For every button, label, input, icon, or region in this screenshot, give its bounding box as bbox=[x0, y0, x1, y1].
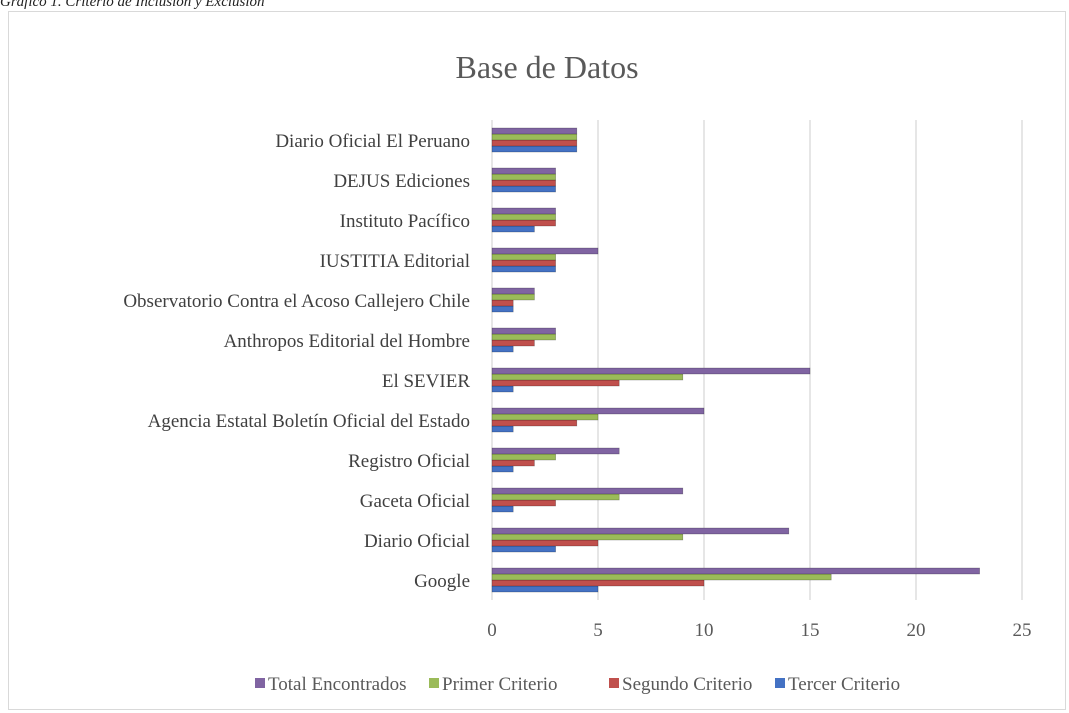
bar-tercer-criterio-instituto-pacifico bbox=[491, 225, 535, 233]
bar-tercer-criterio-iustitia-editorial bbox=[491, 265, 556, 273]
bar-primer-criterio-registro-oficial bbox=[491, 453, 556, 461]
bar-primer-criterio-anthropos-editorial-del-hombre bbox=[491, 333, 556, 341]
chart-frame bbox=[8, 11, 1066, 710]
bar-total-encontrados-iustitia-editorial bbox=[491, 247, 599, 255]
bar-segundo-criterio-registro-oficial bbox=[491, 459, 535, 467]
bar-tercer-criterio-registro-oficial bbox=[491, 465, 514, 473]
legend-swatch-primer-criterio bbox=[429, 678, 439, 688]
legend-swatch-total-encontrados bbox=[255, 678, 265, 688]
bar-segundo-criterio-dejus-ediciones bbox=[491, 179, 556, 187]
category-label: Diario Oficial bbox=[364, 531, 470, 552]
legend-label-tercer-criterio: Tercer Criterio bbox=[788, 674, 900, 695]
bar-primer-criterio-agencia-estatal-boletin-oficial-del-estado bbox=[491, 413, 599, 421]
bar-primer-criterio-el-sevier bbox=[491, 373, 684, 381]
x-tick-label: 5 bbox=[593, 620, 603, 641]
bar-segundo-criterio-iustitia-editorial bbox=[491, 259, 556, 267]
x-tick-label: 25 bbox=[1013, 620, 1032, 641]
bar-segundo-criterio-instituto-pacifico bbox=[491, 219, 556, 227]
bar-primer-criterio-dejus-ediciones bbox=[491, 173, 556, 181]
bar-segundo-criterio-anthropos-editorial-del-hombre bbox=[491, 339, 535, 347]
legend-label-primer-criterio: Primer Criterio bbox=[442, 674, 558, 695]
bar-total-encontrados-dejus-ediciones bbox=[491, 167, 556, 175]
bar-tercer-criterio-gaceta-oficial bbox=[491, 505, 514, 513]
category-label: Anthropos Editorial del Hombre bbox=[224, 331, 470, 352]
bar-segundo-criterio-gaceta-oficial bbox=[491, 499, 556, 507]
bar-primer-criterio-diario-oficial-el-peruano bbox=[491, 133, 578, 141]
category-label: El SEVIER bbox=[382, 371, 470, 392]
category-label: Gaceta Oficial bbox=[360, 491, 470, 512]
bar-total-encontrados-el-sevier bbox=[491, 367, 811, 375]
x-tick-labels: 0 5 10 15 20 25 bbox=[487, 620, 1031, 641]
category-labels: Google Diario Oficial Gaceta Oficial Regist… bbox=[123, 131, 470, 592]
bar-primer-criterio-iustitia-editorial bbox=[491, 253, 556, 261]
category-label: Registro Oficial bbox=[348, 451, 470, 472]
bar-primer-criterio-google bbox=[491, 573, 832, 581]
bar-total-encontrados-diario-oficial-el-peruano bbox=[491, 127, 578, 135]
chart-title: Base de Datos bbox=[455, 49, 638, 85]
category-label: Instituto Pacífico bbox=[340, 211, 470, 232]
bars bbox=[491, 127, 980, 593]
x-tick-label: 0 bbox=[487, 620, 497, 641]
legend-swatch-tercer-criterio bbox=[775, 678, 785, 688]
category-label: Diario Oficial El Peruano bbox=[275, 131, 470, 152]
category-label: Observatorio Contra el Acoso Callejero C… bbox=[123, 291, 470, 312]
bar-primer-criterio-instituto-pacifico bbox=[491, 213, 556, 221]
grid-lines bbox=[491, 120, 1023, 600]
bar-tercer-criterio-agencia-estatal-boletin-oficial-del-estado bbox=[491, 425, 514, 433]
bar-segundo-criterio-observatorio-contra-el-acoso-callejero-chile bbox=[491, 299, 514, 307]
category-label: IUSTITIA Editorial bbox=[320, 251, 470, 272]
x-tick-label: 20 bbox=[907, 620, 926, 641]
bar-tercer-criterio-google bbox=[491, 585, 599, 593]
bar-total-encontrados-agencia-estatal-boletin-oficial-del-estado bbox=[491, 407, 705, 415]
category-label: DEJUS Ediciones bbox=[333, 171, 470, 192]
bar-tercer-criterio-observatorio-contra-el-acoso-callejero-chile bbox=[491, 305, 514, 313]
x-tick-label: 10 bbox=[695, 620, 714, 641]
bar-segundo-criterio-google bbox=[491, 579, 705, 587]
bar-total-encontrados-gaceta-oficial bbox=[491, 487, 684, 495]
bar-tercer-criterio-anthropos-editorial-del-hombre bbox=[491, 345, 514, 353]
bar-primer-criterio-diario-oficial bbox=[491, 533, 684, 541]
bar-primer-criterio-observatorio-contra-el-acoso-callejero-chile bbox=[491, 293, 535, 301]
bar-total-encontrados-observatorio-contra-el-acoso-callejero-chile bbox=[491, 287, 535, 295]
bar-total-encontrados-instituto-pacifico bbox=[491, 207, 556, 215]
bar-total-encontrados-anthropos-editorial-del-hombre bbox=[491, 327, 556, 335]
bar-total-encontrados-google bbox=[491, 567, 980, 575]
bar-segundo-criterio-diario-oficial-el-peruano bbox=[491, 139, 578, 147]
bar-primer-criterio-gaceta-oficial bbox=[491, 493, 620, 501]
legend-label-segundo-criterio: Segundo Criterio bbox=[622, 674, 752, 695]
legend: Total Encontrados Primer Criterio Segundo … bbox=[255, 674, 900, 695]
category-label: Google bbox=[414, 571, 470, 592]
bar-segundo-criterio-el-sevier bbox=[491, 379, 620, 387]
bar-segundo-criterio-diario-oficial bbox=[491, 539, 599, 547]
bar-tercer-criterio-dejus-ediciones bbox=[491, 185, 556, 193]
bar-segundo-criterio-agencia-estatal-boletin-oficial-del-estado bbox=[491, 419, 578, 427]
bar-tercer-criterio-diario-oficial bbox=[491, 545, 556, 553]
bar-total-encontrados-registro-oficial bbox=[491, 447, 620, 455]
legend-label-total-encontrados: Total Encontrados bbox=[268, 674, 407, 695]
x-tick-label: 15 bbox=[801, 620, 820, 641]
figure-caption: Gráfico 1. Criterio de Inclusión y Exclu… bbox=[0, 0, 265, 10]
bar-total-encontrados-diario-oficial bbox=[491, 527, 790, 535]
category-label: Agencia Estatal Boletín Oficial del Esta… bbox=[148, 411, 470, 432]
legend-swatch-segundo-criterio bbox=[609, 678, 619, 688]
bar-tercer-criterio-el-sevier bbox=[491, 385, 514, 393]
bar-tercer-criterio-diario-oficial-el-peruano bbox=[491, 145, 578, 153]
